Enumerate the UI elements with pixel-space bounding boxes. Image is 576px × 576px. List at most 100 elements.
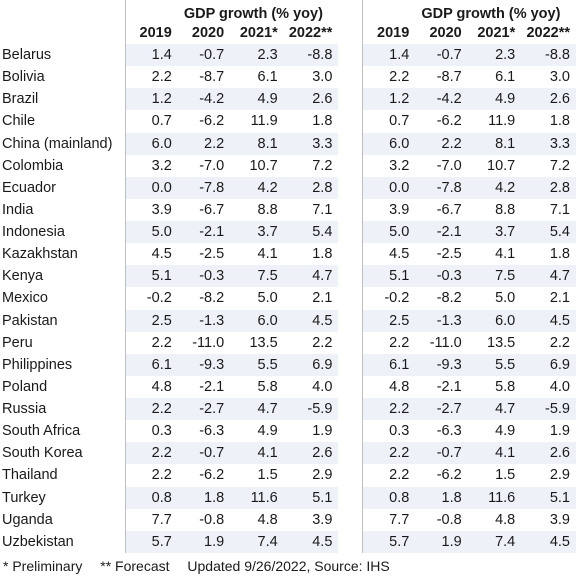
gdp-value: 0.3 [389,423,410,440]
gdp-value: 4.7 [521,265,576,288]
gdp-value: 0.0 [125,176,178,199]
gdp-value: -2.1 [199,378,225,395]
forecast-note: ** Forecast [100,558,170,574]
gdp-value: 4.1 [257,246,278,263]
gdp-value: 0.0 [362,176,416,199]
group-separator-cell [338,243,364,266]
gdp-value: 5.1 [125,265,178,288]
gdp-value: 6.0 [125,132,178,155]
gdp-value: 4.5 [521,309,576,332]
gdp-value: 3.9 [549,511,570,528]
table-row: Brazil 1.2 -4.2 4.9 2.6 1.2 -4.2 4.9 2.6 [0,88,576,111]
group-separator-cell [338,132,364,155]
group-separator-cell [338,221,364,244]
gdp-value: 1.4 [362,44,416,67]
year-header: 2021* [477,25,516,41]
footnote: * Preliminary ** Forecast Updated 9/26/2… [3,558,404,574]
gdp-value: 1.5 [495,467,516,484]
gdp-value: 2.2 [177,132,231,155]
gdp-value: 4.9 [257,423,278,440]
gdp-value: 5.4 [283,221,339,244]
gdp-value: 1.8 [415,486,468,509]
group-separator-cell [338,353,364,376]
gdp-value: 8.1 [467,132,522,155]
gdp-value: -6.3 [199,423,225,440]
gdp-value: 2.9 [549,467,570,484]
gdp-value: -0.2 [146,290,172,307]
gdp-value: 5.0 [362,221,416,244]
gdp-value: -7.0 [199,157,225,174]
gdp-value: 4.1 [495,246,516,263]
gdp-value: 2.2 [389,467,410,484]
group-separator-cell [338,420,364,443]
country-name: Colombia [0,154,126,177]
gdp-value: -6.2 [199,467,225,484]
gdp-growth-table: GDP growth (% yoy) GDP growth (% yoy) 20… [0,0,576,553]
group-separator-cell [338,287,364,310]
year-header: 2022** [526,25,570,41]
group-separator-cell [338,154,364,177]
country-name: Chile [0,110,126,133]
gdp-value: -6.3 [436,423,462,440]
gdp-value: 2.6 [283,442,339,465]
gdp-value: -2.7 [415,398,468,421]
group-separator-cell [338,331,364,354]
gdp-value: -0.8 [199,511,225,528]
table-row: Belarus 1.4 -0.7 2.3 -8.8 1.4 -0.7 2.3 -8.8 [0,44,576,67]
country-name: Kazakhstan [0,243,126,266]
gdp-value: 1.2 [125,88,178,111]
country-name: Kenya [0,265,126,288]
gdp-value: 2.2 [125,442,178,465]
table-row: Turkey 0.8 1.8 11.6 5.1 0.8 1.8 11.6 5.1 [0,486,576,509]
country-name: Turkey [0,486,126,509]
gdp-value: 6.1 [495,69,516,86]
gdp-value: 4.8 [389,378,410,395]
group-separator-cell [338,508,364,531]
gdp-value: 7.7 [389,511,410,528]
table-row: China (mainland) 6.0 2.2 8.1 3.3 6.0 2.2 8.1 3.3 [0,132,576,155]
gdp-value: 5.0 [495,290,516,307]
gdp-value: 2.2 [151,69,172,86]
gdp-value: 6.1 [362,353,416,376]
table-row: Indonesia 5.0 -2.1 3.7 5.4 5.0 -2.1 3.7 5.4 [0,221,576,244]
table-row: South Korea 2.2 -0.7 4.1 2.6 2.2 -0.7 4.1 2.6 [0,442,576,465]
gdp-value: -2.1 [177,221,231,244]
group-separator-cell [338,198,364,221]
country-name: Philippines [0,353,126,376]
year-header: 2019 [377,25,410,41]
gdp-value: -8.8 [283,44,339,67]
gdp-value: 10.7 [487,157,516,174]
group-separator-cell [338,110,364,133]
gdp-value: 1.9 [415,530,468,553]
gdp-value: 2.1 [312,290,333,307]
country-name: Bolivia [0,66,126,89]
gdp-value: 5.7 [125,530,178,553]
gdp-value: 2.2 [312,334,333,351]
group-separator-cell [338,309,364,332]
table-row: Kenya 5.1 -0.3 7.5 4.7 5.1 -0.3 7.5 4.7 [0,265,576,288]
gdp-value: 4.5 [389,246,410,263]
group-separator-cell [338,88,364,111]
gdp-value: 2.3 [467,44,522,67]
gdp-value: 2.1 [549,290,570,307]
country-name: Russia [0,398,126,421]
table-row: Philippines 6.1 -9.3 5.5 6.9 6.1 -9.3 5.5 6.9 [0,353,576,376]
gdp-value: 2.2 [125,398,178,421]
gdp-value: 4.5 [151,246,172,263]
gdp-value: 3.7 [230,221,284,244]
gdp-value: 2.9 [312,467,333,484]
gdp-value: 4.8 [151,378,172,395]
year-header: 2020 [191,25,225,41]
gdp-value: -0.8 [436,511,462,528]
gdp-value: 3.9 [389,201,410,218]
group-separator-cell [338,486,364,509]
gdp-value: 4.9 [467,88,522,111]
gdp-value: -8.8 [521,44,576,67]
gdp-value: 11.6 [230,486,284,509]
table-row: Peru 2.2 -11.0 13.5 2.2 2.2 -11.0 13.5 2.2 [0,331,576,354]
group-separator-cell [338,265,364,288]
gdp-value: 1.9 [312,423,333,440]
group-separator-cell [338,176,364,199]
table-row: Chile 0.7 -6.2 11.9 1.8 0.7 -6.2 11.9 1.8 [0,110,576,133]
gdp-value: 3.7 [467,221,522,244]
